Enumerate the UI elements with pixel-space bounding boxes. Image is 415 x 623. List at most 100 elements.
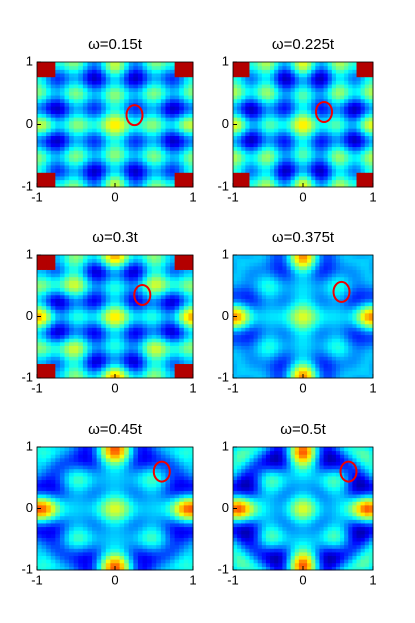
heatmap-cell bbox=[96, 341, 102, 346]
heatmap-cell bbox=[50, 490, 56, 495]
heatmap-cell bbox=[282, 146, 288, 151]
heatmap-cell bbox=[360, 323, 366, 328]
heatmap-cell bbox=[233, 349, 238, 354]
heatmap-cell bbox=[311, 309, 316, 314]
heatmap-cell bbox=[165, 258, 171, 263]
heatmap-cell bbox=[119, 356, 125, 361]
heatmap-cell bbox=[368, 280, 374, 285]
heatmap-cell bbox=[92, 95, 98, 100]
heatmap-cell bbox=[319, 164, 325, 170]
heatmap-cell bbox=[311, 302, 316, 307]
heatmap-cell bbox=[64, 179, 70, 184]
heatmap-cell bbox=[119, 341, 125, 346]
heatmap-cell bbox=[286, 146, 292, 151]
heatmap-cell bbox=[137, 352, 144, 357]
heatmap-cell bbox=[241, 320, 246, 325]
heatmap-cell bbox=[170, 87, 176, 92]
heatmap-cell bbox=[64, 562, 70, 567]
heatmap-cell bbox=[286, 80, 292, 85]
heatmap-cell bbox=[183, 106, 189, 111]
heatmap-cell bbox=[165, 294, 171, 299]
heatmap-cell bbox=[115, 359, 121, 365]
heatmap-cell bbox=[335, 131, 341, 137]
heatmap-cell bbox=[50, 508, 56, 513]
heatmap-cell bbox=[237, 291, 242, 296]
heatmap-cell bbox=[55, 494, 61, 499]
heatmap-cell bbox=[41, 179, 47, 184]
heatmap-cell bbox=[37, 454, 43, 459]
heatmap-cell bbox=[340, 316, 345, 321]
heatmap-cell bbox=[327, 87, 333, 92]
heatmap-cell bbox=[96, 65, 102, 70]
heatmap-cell bbox=[360, 291, 366, 296]
heatmap-cell bbox=[323, 109, 329, 114]
heatmap-cell bbox=[315, 258, 320, 263]
heatmap-cell bbox=[110, 120, 116, 125]
heatmap-cell bbox=[160, 330, 166, 336]
heatmap-cell bbox=[92, 142, 98, 148]
heatmap-cell bbox=[233, 175, 238, 181]
heatmap-cell bbox=[294, 91, 300, 96]
heatmap-cell bbox=[41, 164, 47, 170]
heatmap-cell bbox=[294, 323, 300, 328]
heatmap-cell bbox=[156, 283, 162, 289]
heatmap-cell bbox=[368, 320, 374, 325]
heatmap-cell bbox=[360, 370, 366, 375]
heatmap-cell bbox=[315, 298, 320, 303]
heatmap-cell bbox=[119, 349, 125, 354]
heatmap-cell bbox=[92, 139, 98, 144]
heatmap-cell bbox=[37, 98, 43, 103]
heatmap-cell bbox=[241, 117, 246, 122]
heatmap-cell bbox=[133, 269, 139, 274]
heatmap-cell bbox=[327, 316, 333, 321]
heatmap-cell bbox=[46, 95, 52, 100]
heatmap-cell bbox=[315, 287, 320, 292]
heatmap-cell bbox=[257, 273, 263, 278]
heatmap-cell bbox=[174, 62, 180, 67]
heatmap-cell bbox=[82, 150, 88, 155]
heatmap-cell bbox=[237, 334, 242, 339]
heatmap-cell bbox=[241, 367, 246, 372]
heatmap-cell bbox=[55, 544, 61, 549]
heatmap-cell bbox=[298, 157, 304, 162]
heatmap-cell bbox=[249, 327, 255, 332]
heatmap-cell bbox=[233, 280, 238, 285]
heatmap-cell bbox=[92, 359, 98, 365]
heatmap-cell bbox=[46, 175, 52, 181]
heatmap-cell bbox=[245, 341, 250, 346]
heatmap-cell bbox=[270, 287, 275, 292]
heatmap-cell bbox=[124, 76, 130, 81]
heatmap-cell bbox=[323, 98, 329, 103]
heatmap-cell bbox=[360, 280, 366, 285]
heatmap-cell bbox=[64, 255, 70, 260]
heatmap-cell bbox=[92, 305, 98, 310]
heatmap-cell bbox=[348, 338, 353, 343]
heatmap-cell bbox=[368, 309, 374, 314]
heatmap-cell bbox=[188, 283, 194, 289]
heatmap-cell bbox=[156, 98, 162, 103]
heatmap-cell bbox=[274, 84, 279, 89]
heatmap-cell bbox=[165, 334, 171, 339]
heatmap-cell bbox=[59, 447, 66, 452]
heatmap-cell bbox=[344, 255, 349, 260]
heatmap-cell bbox=[64, 494, 70, 499]
heatmap-cell bbox=[294, 327, 300, 332]
heatmap-cell bbox=[64, 341, 70, 346]
heatmap-cell bbox=[315, 175, 320, 181]
heatmap-cell bbox=[110, 146, 116, 151]
heatmap-cell bbox=[352, 323, 358, 328]
heatmap-cell bbox=[298, 87, 304, 92]
heatmap-cell bbox=[257, 349, 263, 354]
heatmap-cell bbox=[253, 309, 259, 314]
heatmap-cell bbox=[183, 168, 189, 173]
heatmap-cell bbox=[147, 367, 153, 372]
heatmap-cell bbox=[335, 84, 341, 89]
heatmap-cell bbox=[151, 142, 157, 148]
y-tick-label: -1 bbox=[217, 178, 229, 193]
heatmap-cell bbox=[294, 69, 300, 74]
heatmap-cell bbox=[335, 345, 341, 350]
heatmap-cell bbox=[87, 359, 93, 365]
heatmap-cell bbox=[137, 291, 144, 296]
heatmap-cell bbox=[37, 255, 43, 260]
heatmap-cell bbox=[286, 98, 292, 103]
